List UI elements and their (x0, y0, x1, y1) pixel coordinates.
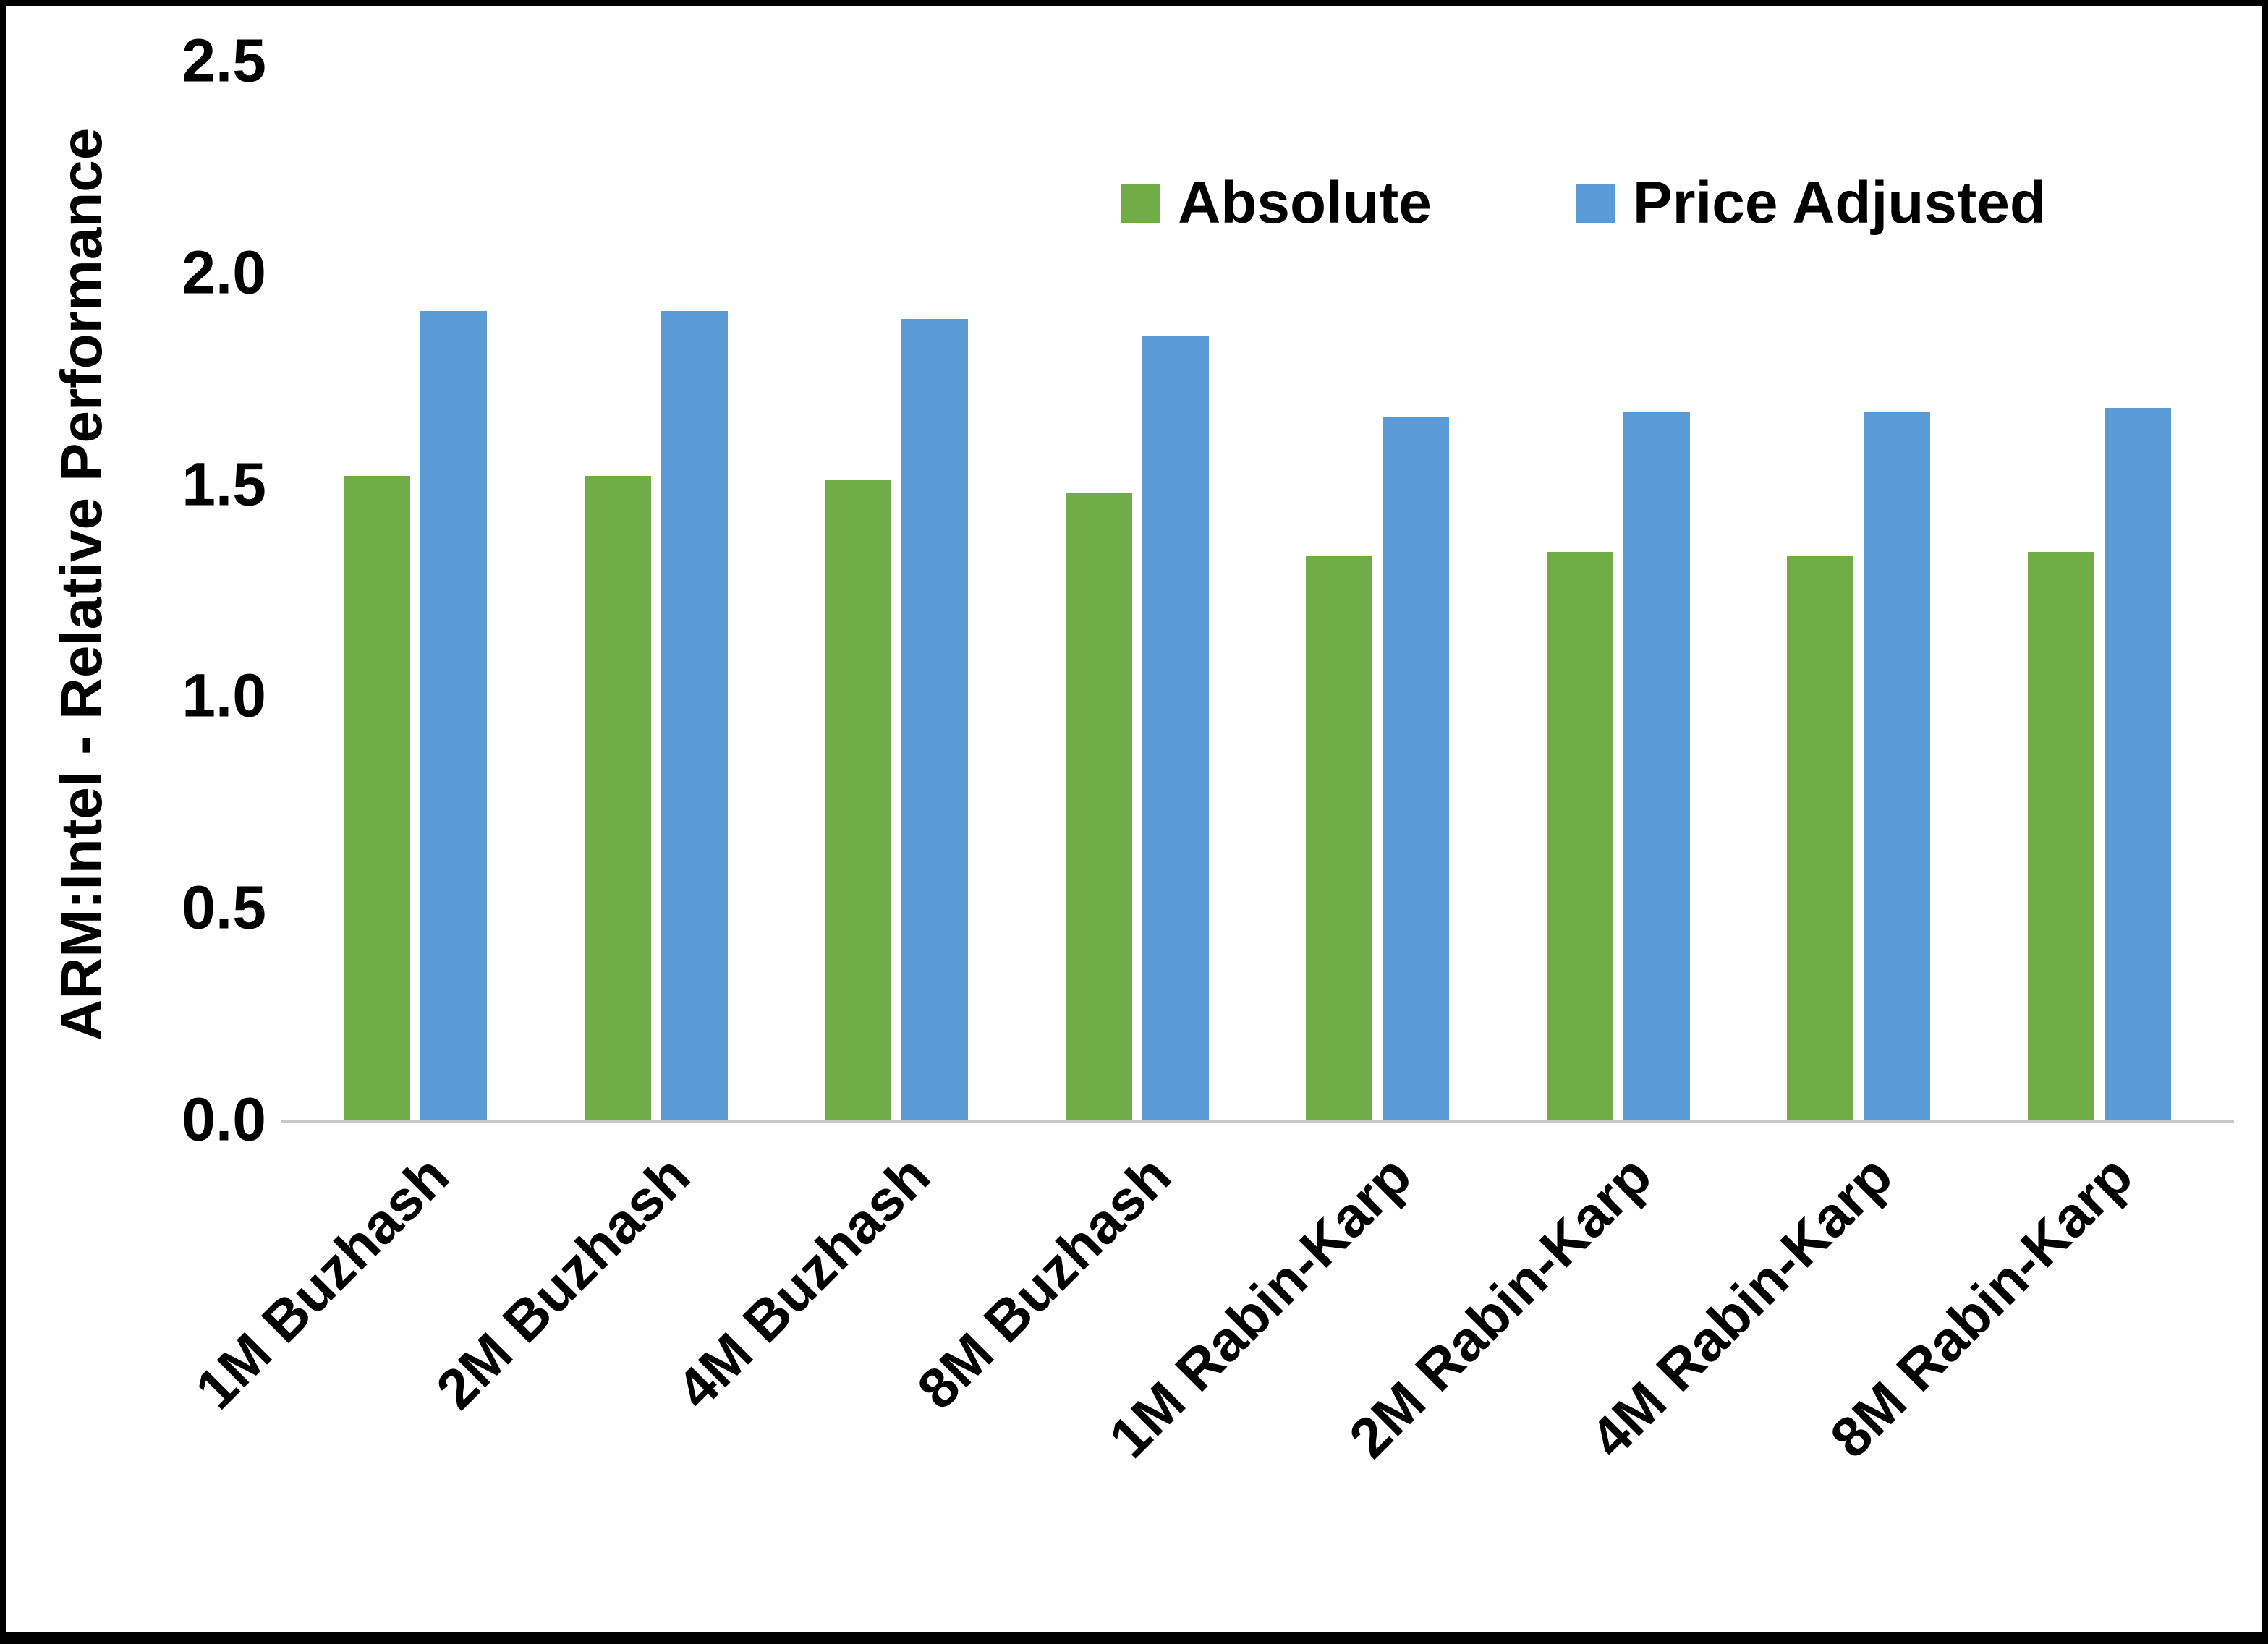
y-tick-label: 2.0 (182, 238, 266, 307)
legend-swatch-price-adjusted (1576, 184, 1615, 223)
bar-price-adjusted (2104, 408, 2171, 1120)
x-axis-labels: 1M Buzhash 2M Buzhash 4M Buzhash 8M Buzhash… (183, 1128, 2220, 1562)
bar-absolute (2027, 552, 2094, 1120)
bar-group (1017, 61, 1258, 1120)
bar-group (1498, 61, 1739, 1120)
legend-swatch-absolute (1121, 184, 1161, 223)
bar-group (295, 61, 536, 1120)
plot-area: Absolute Price Adjusted (295, 61, 2220, 1120)
legend-item-price-adjusted: Price Adjusted (1576, 169, 2046, 237)
legend: Absolute Price Adjusted (1121, 169, 2046, 237)
bar-absolute (1787, 556, 1854, 1120)
bar-group (1738, 61, 1979, 1120)
bar-group (536, 61, 777, 1120)
bar-price-adjusted (420, 310, 488, 1120)
x-axis-line (281, 1120, 2234, 1123)
bar-absolute (1546, 552, 1613, 1120)
y-tick-label: 0.0 (182, 1085, 266, 1154)
bar-absolute (1306, 556, 1373, 1120)
x-axis-label: 1M Buzhash (183, 1143, 462, 1421)
y-tick-label: 0.5 (182, 873, 266, 942)
bars-row (295, 61, 2220, 1120)
bar-price-adjusted (661, 310, 728, 1120)
y-axis-title: ARM:Intel - Relative Performance (49, 127, 114, 1042)
bar-group (1979, 61, 2220, 1120)
bar-price-adjusted (1142, 336, 1209, 1120)
bar-price-adjusted (901, 319, 969, 1120)
bar-absolute (1065, 493, 1132, 1120)
legend-label-absolute: Absolute (1178, 170, 1432, 236)
legend-item-absolute: Absolute (1121, 169, 1432, 237)
legend-label-price-adjusted: Price Adjusted (1632, 170, 2046, 236)
y-tick-label: 1.0 (182, 661, 266, 730)
bar-absolute (825, 480, 892, 1120)
y-tick-label: 2.5 (182, 26, 266, 95)
bar-price-adjusted (1383, 416, 1450, 1120)
bar-group (776, 61, 1017, 1120)
bar-absolute (344, 475, 411, 1120)
y-axis-tick-labels: 0.0 0.5 1.0 1.5 2.0 2.5 (114, 27, 266, 1154)
y-tick-label: 1.5 (182, 450, 266, 519)
bar-price-adjusted (1623, 412, 1690, 1120)
x-axis-label-cell: 8M Rabin-Karp (1818, 1128, 2220, 1562)
bar-group (1257, 61, 1498, 1120)
bar-absolute (584, 475, 651, 1120)
bar-price-adjusted (1864, 412, 1931, 1120)
